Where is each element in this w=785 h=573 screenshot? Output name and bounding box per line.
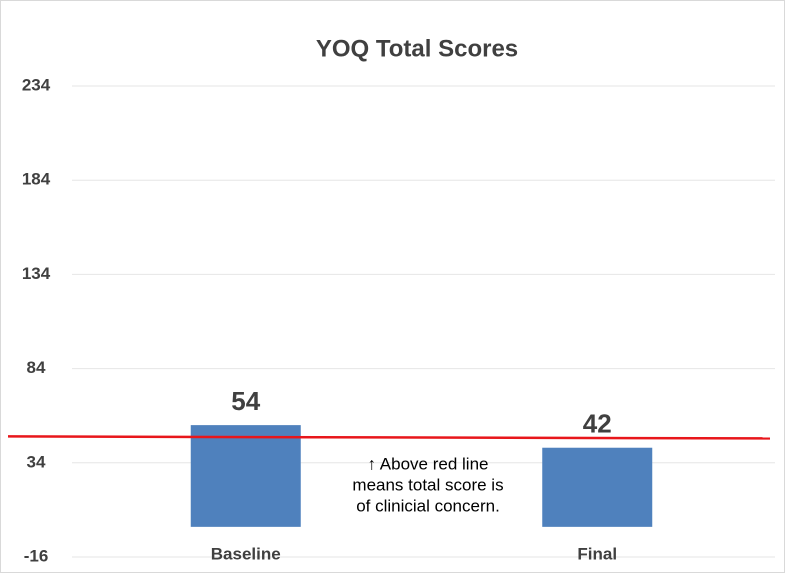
chart-title: YOQ Total Scores (316, 35, 518, 62)
bar (542, 447, 653, 527)
x-tick-label: Final (577, 544, 617, 563)
y-tick-label: 234 (22, 75, 51, 94)
y-tick-label: 134 (22, 264, 51, 283)
y-tick-label: 84 (27, 358, 46, 377)
annotation: of clinicial concern. (356, 496, 500, 515)
data-label: 54 (231, 386, 260, 416)
annotation: means total score is (352, 475, 503, 494)
data-label: 42 (583, 409, 612, 439)
bar (190, 425, 301, 527)
y-tick-label: 184 (22, 170, 51, 189)
annotation: ↑ Above red line (368, 454, 489, 473)
x-tick-label: Baseline (211, 544, 281, 563)
y-tick-label: -16 (24, 546, 49, 565)
reference-line (7, 435, 771, 440)
y-tick-label: 34 (27, 452, 46, 471)
